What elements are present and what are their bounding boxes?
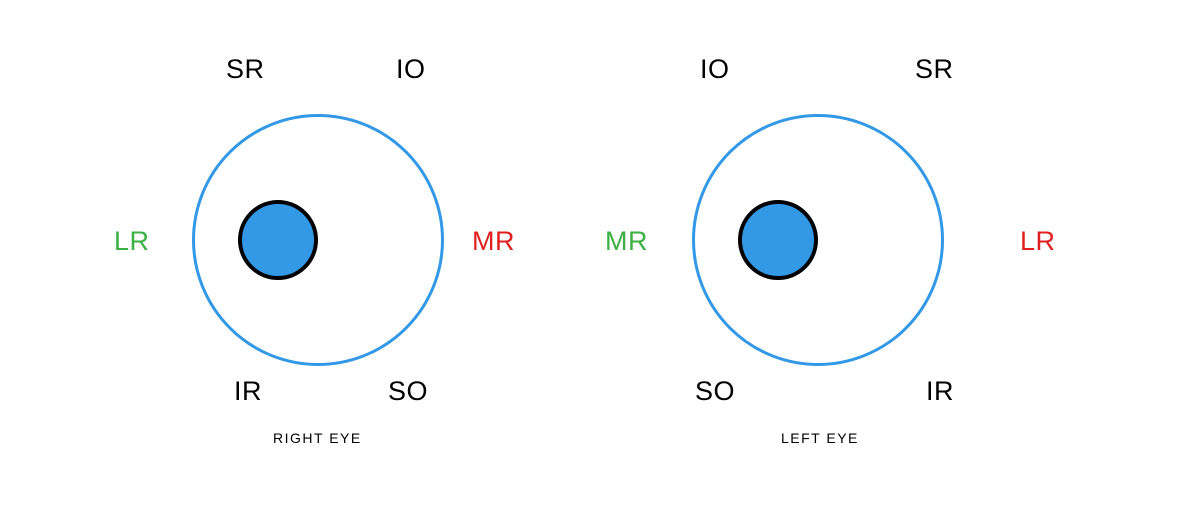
diagram-stage: SR IO LR MR IR SO RIGHT EYE IO SR MR LR … [0,0,1200,508]
right-eye-label-lr: LR [114,226,150,257]
left-eye-label-lr: LR [1020,226,1056,257]
left-eye-caption: LEFT EYE [781,430,859,446]
left-eye-label-so: SO [695,376,735,407]
right-eye-pupil [238,200,318,280]
right-eye-group: SR IO LR MR IR SO RIGHT EYE [100,50,580,480]
right-eye-outer-circle [192,114,444,366]
left-eye-label-sr: SR [915,54,954,85]
right-eye-label-so: SO [388,376,428,407]
left-eye-label-ir: IR [926,376,954,407]
right-eye-label-io: IO [396,54,426,85]
right-eye-label-sr: SR [226,54,265,85]
left-eye-label-io: IO [700,54,730,85]
left-eye-outer-circle [692,114,944,366]
right-eye-caption: RIGHT EYE [273,430,362,446]
right-eye-label-ir: IR [234,376,262,407]
left-eye-pupil [738,200,818,280]
left-eye-label-mr: MR [605,226,648,257]
left-eye-group: IO SR MR LR SO IR LEFT EYE [600,50,1080,480]
right-eye-label-mr: MR [472,226,515,257]
